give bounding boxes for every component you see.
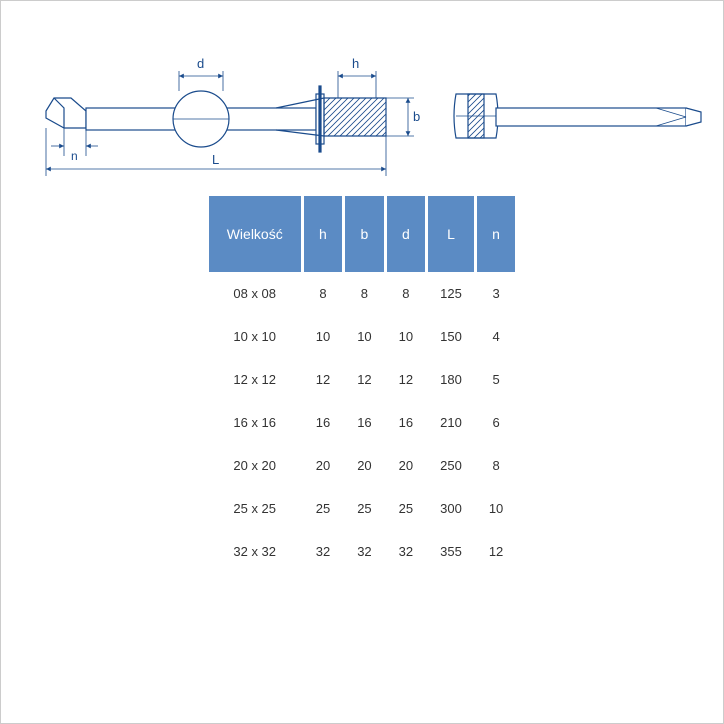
table-row: 16 x 16 16 16 16 210 6 xyxy=(209,401,516,444)
col-header-b: b xyxy=(345,196,383,272)
cell: 16 x 16 xyxy=(209,401,301,444)
col-header-L: L xyxy=(428,196,474,272)
cell: 10 xyxy=(345,315,383,358)
technical-diagram: d h b n L xyxy=(16,16,708,186)
cell: 16 xyxy=(345,401,383,444)
dim-label-d: d xyxy=(197,56,204,71)
cell: 25 xyxy=(387,487,425,530)
cell: 10 xyxy=(477,487,515,530)
dim-label-h: h xyxy=(352,56,359,71)
table-body: 08 x 08 8 8 8 125 3 10 x 10 10 10 10 150… xyxy=(209,272,516,573)
page-container: d h b n L xyxy=(0,0,724,724)
table-row: 08 x 08 8 8 8 125 3 xyxy=(209,272,516,315)
table-row: 10 x 10 10 10 10 150 4 xyxy=(209,315,516,358)
cell: 12 xyxy=(387,358,425,401)
cell: 32 xyxy=(345,530,383,573)
spec-table-wrapper: Wielkość h b d L n 08 x 08 8 8 8 125 3 xyxy=(16,196,708,573)
cell: 250 xyxy=(428,444,474,487)
cell: 12 x 12 xyxy=(209,358,301,401)
cell: 32 xyxy=(304,530,342,573)
cell: 8 xyxy=(387,272,425,315)
col-header-d: d xyxy=(387,196,425,272)
cell: 20 xyxy=(387,444,425,487)
table-header-row: Wielkość h b d L n xyxy=(209,196,516,272)
dim-label-n: n xyxy=(71,149,78,163)
cell: 125 xyxy=(428,272,474,315)
cell: 6 xyxy=(477,401,515,444)
cell: 08 x 08 xyxy=(209,272,301,315)
table-row: 32 x 32 32 32 32 355 12 xyxy=(209,530,516,573)
col-header-size: Wielkość xyxy=(209,196,301,272)
dim-label-b: b xyxy=(413,109,420,124)
cell: 4 xyxy=(477,315,515,358)
cell: 12 xyxy=(345,358,383,401)
cell: 25 xyxy=(304,487,342,530)
table-row: 25 x 25 25 25 25 300 10 xyxy=(209,487,516,530)
cell: 25 xyxy=(345,487,383,530)
cell: 300 xyxy=(428,487,474,530)
col-header-n: n xyxy=(477,196,515,272)
cell: 210 xyxy=(428,401,474,444)
cell: 20 xyxy=(304,444,342,487)
cell: 8 xyxy=(345,272,383,315)
cell: 355 xyxy=(428,530,474,573)
cell: 3 xyxy=(477,272,515,315)
spec-table: Wielkość h b d L n 08 x 08 8 8 8 125 3 xyxy=(206,196,519,573)
cell: 8 xyxy=(477,444,515,487)
cell: 16 xyxy=(387,401,425,444)
cell: 180 xyxy=(428,358,474,401)
cell: 25 x 25 xyxy=(209,487,301,530)
cell: 12 xyxy=(477,530,515,573)
dim-label-L: L xyxy=(212,152,219,167)
table-row: 20 x 20 20 20 20 250 8 xyxy=(209,444,516,487)
cell: 16 xyxy=(304,401,342,444)
cell: 150 xyxy=(428,315,474,358)
cell: 5 xyxy=(477,358,515,401)
cell: 12 xyxy=(304,358,342,401)
cell: 32 xyxy=(387,530,425,573)
table-row: 12 x 12 12 12 12 180 5 xyxy=(209,358,516,401)
cell: 8 xyxy=(304,272,342,315)
cell: 20 xyxy=(345,444,383,487)
cell: 10 xyxy=(387,315,425,358)
cell: 10 xyxy=(304,315,342,358)
col-header-h: h xyxy=(304,196,342,272)
cell: 10 x 10 xyxy=(209,315,301,358)
cell: 20 x 20 xyxy=(209,444,301,487)
cell: 32 x 32 xyxy=(209,530,301,573)
